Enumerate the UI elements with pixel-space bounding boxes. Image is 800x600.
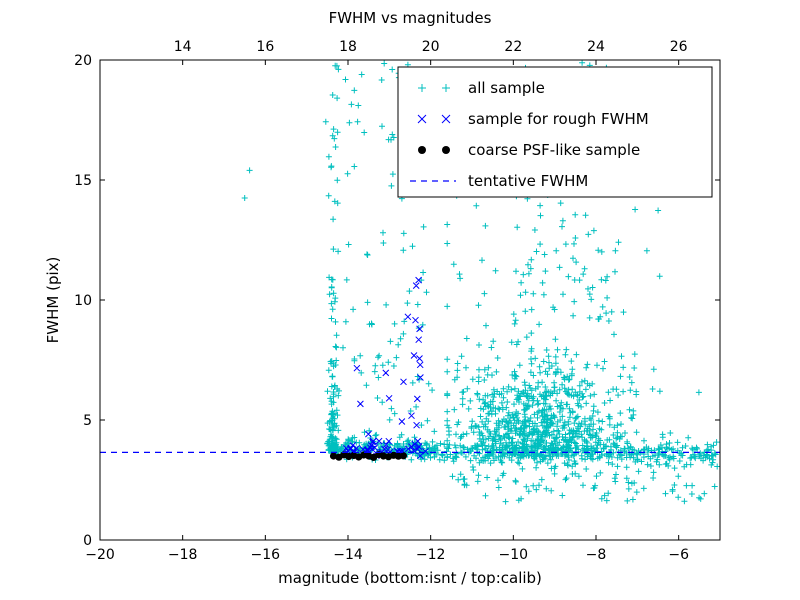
x-tick-bottom: −6	[668, 547, 689, 563]
legend-item-all-sample: all sample	[418, 79, 545, 97]
y-tick: 15	[74, 173, 92, 189]
y-tick: 0	[83, 533, 92, 549]
x-tick-top: 14	[174, 39, 192, 55]
x-tick-top: 26	[670, 39, 688, 55]
x-tick-bottom: −16	[251, 547, 281, 563]
x-tick-bottom: −14	[333, 547, 363, 563]
series-psf-like	[329, 451, 407, 461]
x-tick-bottom: −20	[85, 547, 115, 563]
x-tick-bottom: −12	[416, 547, 446, 563]
legend-label: coarse PSF-like sample	[468, 141, 640, 159]
tick-labels: −20 −18 −16 −14 −12 −10 −8 −6 14 16 18 20 22 24 26 0 5 10…	[74, 39, 689, 563]
legend-label: all sample	[468, 79, 545, 97]
chart-title: FWHM vs magnitudes	[328, 9, 492, 27]
x-axis-label: magnitude (bottom:isnt / top:calib)	[278, 569, 542, 587]
x-tick-bottom: −10	[499, 547, 529, 563]
y-tick: 20	[74, 53, 92, 69]
legend-box	[397, 66, 713, 198]
plot-area	[100, 60, 720, 505]
legend-item-tentative-fwhm: tentative FWHM	[410, 172, 588, 190]
x-tick-top: 20	[422, 39, 440, 55]
y-tick: 5	[83, 413, 92, 429]
y-axis-label: FWHM (pix)	[44, 256, 62, 344]
legend-item-psf-like: coarse PSF-like sample	[418, 141, 640, 159]
x-tick-bottom: −8	[586, 547, 607, 563]
legend-label: sample for rough FWHM	[468, 110, 649, 128]
x-tick-top: 22	[504, 39, 522, 55]
x-tick-bottom: −18	[168, 547, 198, 563]
x-tick-top: 18	[339, 39, 357, 55]
series-rough-fwhm	[342, 276, 429, 460]
x-tick-top: 24	[587, 39, 605, 55]
y-tick: 10	[74, 293, 92, 309]
x-tick-top: 16	[256, 39, 274, 55]
legend-item-rough-fwhm: sample for rough FWHM	[417, 110, 649, 128]
legend: all sample sample for rough FWHM coarse PS…	[397, 66, 713, 198]
axis-ticks	[99, 59, 720, 541]
legend-label: tentative FWHM	[468, 172, 588, 190]
